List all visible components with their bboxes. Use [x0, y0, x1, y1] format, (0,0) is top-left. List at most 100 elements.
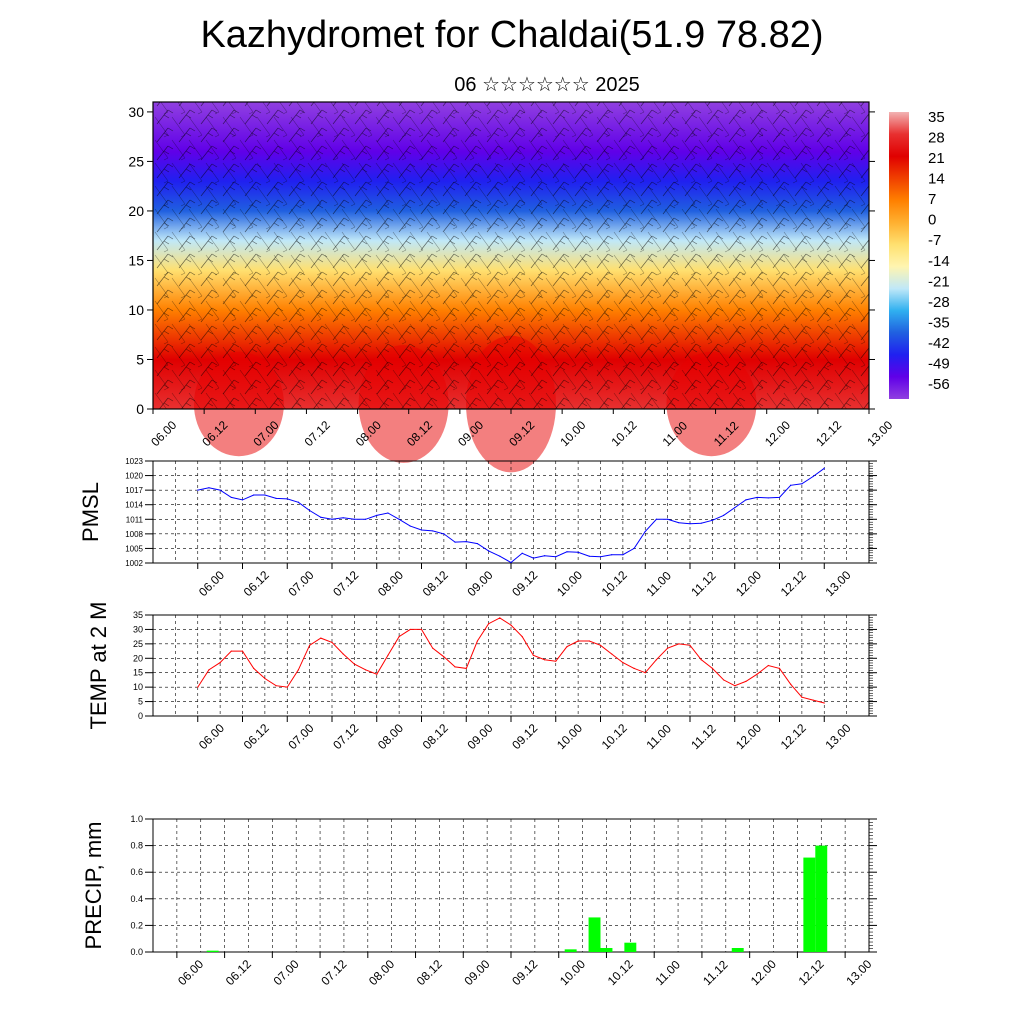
- temp-point: [778, 667, 781, 669]
- pmsl-point: [353, 518, 355, 520]
- pmsl-point: [253, 494, 255, 496]
- temp-point: [264, 677, 266, 680]
- x-tick-label: 12.12: [796, 957, 827, 988]
- wind-barbs: [153, 102, 869, 409]
- temp-point: [521, 636, 523, 638]
- pmsl-point: [465, 541, 467, 543]
- pmsl-point: [331, 518, 333, 520]
- x-tick-label: 07.00: [285, 568, 316, 599]
- temp-point: [577, 640, 579, 642]
- temp-point: [611, 653, 613, 655]
- temp-point: [543, 659, 546, 661]
- x-tick-label: 08.00: [375, 568, 406, 599]
- pmsl-point: [499, 555, 501, 557]
- precip-bar: [588, 917, 601, 952]
- temp-point: [376, 673, 378, 675]
- pmsl-point: [588, 555, 590, 557]
- pmsl-point: [387, 512, 389, 514]
- pmsl-point: [208, 487, 210, 489]
- temp-point: [510, 624, 512, 626]
- temp-point: [331, 641, 333, 644]
- y-axis-label: TEMP at 2 M: [86, 602, 111, 730]
- x-tick-label: 12.00: [748, 957, 779, 988]
- precip-bar: [624, 942, 637, 952]
- temp-point: [253, 667, 255, 669]
- temp-point: [756, 673, 758, 675]
- colorbar-label: -49: [928, 355, 950, 372]
- pmsl-point: [823, 467, 825, 469]
- colorbar-label: -28: [928, 294, 950, 311]
- y-tick-label: 1017: [125, 486, 143, 495]
- x-tick-label: 11.00: [643, 568, 674, 599]
- temp-point: [644, 672, 646, 674]
- x-tick-label: 07.00: [285, 721, 316, 752]
- y-tick-label: 30: [128, 104, 144, 120]
- x-tick-label: 07.12: [302, 418, 333, 449]
- temp-point: [622, 662, 624, 664]
- temp-point: [588, 640, 590, 642]
- x-tick-label: 09.00: [461, 957, 492, 988]
- pmsl-point: [230, 496, 232, 499]
- x-tick-label: 12.12: [778, 568, 809, 599]
- colorbar-label: 14: [928, 171, 945, 188]
- x-tick-label: 10.00: [554, 721, 585, 752]
- colorbar-label: -56: [928, 376, 950, 393]
- temp-point: [555, 660, 557, 662]
- y-tick-label: 15: [128, 252, 144, 268]
- colorbar-label: -7: [928, 232, 941, 249]
- y-tick-label: 30: [133, 624, 143, 634]
- y-axis-label: PMSL: [78, 482, 103, 542]
- pmsl-point: [376, 514, 378, 517]
- pmsl-point: [722, 514, 725, 517]
- pmsl-point: [622, 554, 624, 556]
- temp-point: [734, 685, 736, 687]
- pmsl-point: [577, 551, 579, 553]
- x-tick-label: 11.00: [643, 721, 674, 752]
- pmsl-point: [420, 529, 423, 531]
- pmsl-point: [454, 541, 456, 543]
- y-axis-label: PRECIP, mm: [81, 822, 106, 950]
- colorbar-label: 21: [928, 150, 945, 167]
- x-tick-label: 12.00: [733, 568, 764, 599]
- precip-bar: [815, 845, 828, 952]
- temp-point: [309, 644, 311, 646]
- colorbar-label: 35: [928, 109, 945, 126]
- pmsl-point: [700, 522, 702, 524]
- pmsl-point: [320, 516, 322, 518]
- pmsl-point: [432, 530, 434, 532]
- temp-point: [320, 637, 322, 639]
- temp-point: [488, 623, 490, 625]
- colorbar-label: -14: [928, 253, 950, 270]
- temp-point: [633, 667, 635, 669]
- x-tick-label: 12.12: [813, 418, 844, 449]
- pmsl-point: [286, 498, 288, 500]
- pmsl-point: [745, 499, 747, 501]
- y-tick-label: 10: [128, 302, 144, 318]
- pmsl-point: [790, 484, 792, 486]
- x-tick-label: 10.00: [557, 957, 588, 988]
- pmsl-point: [667, 518, 669, 520]
- pmsl-point: [510, 561, 512, 564]
- precip-bar: [731, 948, 744, 952]
- x-tick-label: 09.12: [509, 957, 540, 988]
- pmsl-point: [275, 497, 277, 499]
- x-tick-label: 08.00: [375, 721, 406, 752]
- temp-point: [678, 643, 680, 645]
- pmsl-point: [197, 489, 199, 491]
- y-tick-label: 0.2: [130, 920, 143, 930]
- x-tick-label: 10.12: [609, 418, 640, 449]
- pmsl-point: [778, 496, 781, 499]
- temp-point: [443, 656, 445, 658]
- pmsl-point: [801, 483, 803, 485]
- pmsl-point: [476, 542, 479, 545]
- temp-point: [812, 699, 814, 701]
- colorbar-label: 7: [928, 191, 936, 208]
- x-tick-label: 09.00: [464, 568, 495, 599]
- temp-point: [476, 640, 479, 642]
- y-tick-label: 1.0: [130, 814, 143, 824]
- x-tick-label: 13.00: [864, 418, 895, 449]
- colorbar-label: -42: [928, 335, 950, 352]
- y-tick-label: 35: [133, 610, 143, 620]
- x-tick-label: 11.12: [688, 721, 719, 752]
